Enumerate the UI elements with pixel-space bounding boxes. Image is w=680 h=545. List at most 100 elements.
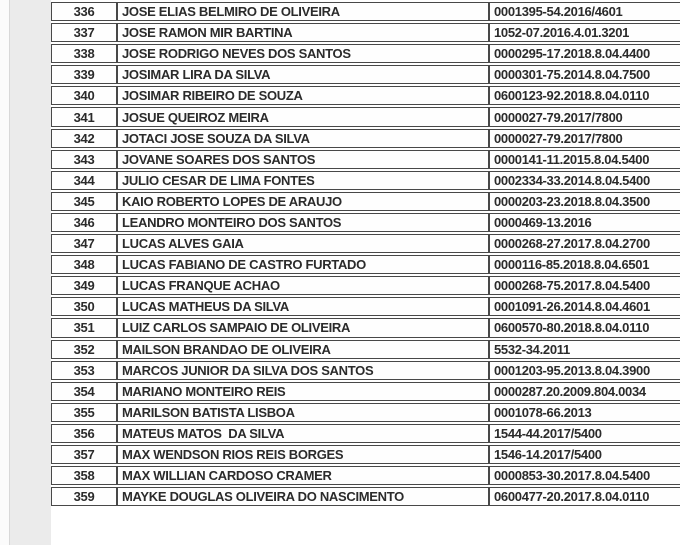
table-row: 351 LUIZ CARLOS SAMPAIO DE OLIVEIRA 060057…	[51, 318, 680, 338]
table-row: 346 LEANDRO MONTEIRO DOS SANTOS 0000469-13…	[51, 212, 680, 233]
table-row: 344 JULIO CESAR DE LIMA FONTES 0002334-33.…	[51, 170, 680, 190]
case-number-cell: 0002334-33.2014.8.04.5400	[489, 170, 680, 190]
case-number-cell: 0001078-66.2013	[489, 402, 680, 422]
case-number-cell: 0000295-17.2018.8.04.4400	[489, 44, 680, 64]
row-number-cell: 339	[51, 65, 117, 85]
case-number-cell: 0000141-11.2015.8.04.5400	[489, 149, 680, 169]
case-number-cell: 0001091-26.2014.8.04.4601	[489, 297, 680, 317]
defendant-name-cell: JOSIMAR RIBEIRO DE SOUZA	[117, 86, 489, 106]
row-number-cell: 345	[51, 191, 117, 211]
table-row: 342 JOTACI JOSE SOUZA DA SILVA 0000027-79.…	[51, 128, 680, 148]
page-margin	[0, 0, 51, 545]
case-number-cell: 0000268-75.2017.8.04.5400	[489, 276, 680, 296]
defendant-name-cell: JOSE ELIAS BELMIRO DE OLIVEIRA	[117, 2, 489, 22]
defendant-name-cell: JOSE RAMON MIR BARTINA	[117, 23, 489, 43]
defendant-name-cell: LEANDRO MONTEIRO DOS SANTOS	[117, 212, 489, 233]
case-number-cell: 0000116-85.2018.8.04.6501	[489, 255, 680, 275]
row-number-cell: 351	[51, 318, 117, 338]
case-list-table: 336 JOSE ELIAS BELMIRO DE OLIVEIRA 0001395…	[51, 0, 680, 508]
case-number-cell: 0000027-79.2017/7800	[489, 107, 680, 127]
case-number-cell: 0600570-80.2018.8.04.0110	[489, 318, 680, 338]
row-number-cell: 356	[51, 423, 117, 443]
table-row: 357 MAX WENDSON RIOS REIS BORGES 1546-14.2…	[51, 444, 680, 465]
defendant-name-cell: JOSE RODRIGO NEVES DOS SANTOS	[117, 44, 489, 64]
row-number-cell: 357	[51, 444, 117, 465]
defendant-name-cell: LUCAS ALVES GAIA	[117, 234, 489, 254]
row-number-cell: 349	[51, 276, 117, 296]
row-number-cell: 359	[51, 487, 117, 507]
row-number-cell: 355	[51, 402, 117, 422]
case-number-cell: 1546-14.2017/5400	[489, 444, 680, 465]
table-row: 345 KAIO ROBERTO LOPES DE ARAUJO 0000203-2…	[51, 191, 680, 211]
case-number-cell: 5532-34.2011	[489, 339, 680, 359]
defendant-name-cell: LUCAS FRANQUE ACHAO	[117, 276, 489, 296]
case-number-cell: 1052-07.2016.4.01.3201	[489, 23, 680, 43]
row-number-cell: 354	[51, 381, 117, 401]
defendant-name-cell: MARIANO MONTEIRO REIS	[117, 381, 489, 401]
table-row: 354 MARIANO MONTEIRO REIS 0000287.20.2009.…	[51, 381, 680, 401]
row-number-cell: 343	[51, 149, 117, 169]
defendant-name-cell: MATEUS MATOS DA SILVA	[117, 423, 489, 443]
defendant-name-cell: JOTACI JOSE SOUZA DA SILVA	[117, 128, 489, 148]
row-number-cell: 353	[51, 360, 117, 380]
case-number-cell: 0000853-30.2017.8.04.5400	[489, 466, 680, 486]
case-number-cell: 0000268-27.2017.8.04.2700	[489, 234, 680, 254]
defendant-name-cell: LUIZ CARLOS SAMPAIO DE OLIVEIRA	[117, 318, 489, 338]
row-number-cell: 352	[51, 339, 117, 359]
defendant-name-cell: MAYKE DOUGLAS OLIVEIRA DO NASCIMENTO	[117, 487, 489, 507]
defendant-name-cell: KAIO ROBERTO LOPES DE ARAUJO	[117, 191, 489, 211]
table-row: 356 MATEUS MATOS DA SILVA 1544-44.2017/540…	[51, 423, 680, 443]
table-row: 338 JOSE RODRIGO NEVES DOS SANTOS 0000295-…	[51, 44, 680, 64]
case-number-cell: 0001203-95.2013.8.04.3900	[489, 360, 680, 380]
defendant-name-cell: JOSIMAR LIRA DA SILVA	[117, 65, 489, 85]
table-row: 358 MAX WILLIAN CARDOSO CRAMER 0000853-30.…	[51, 466, 680, 486]
table-row: 337 JOSE RAMON MIR BARTINA 1052-07.2016.4.…	[51, 23, 680, 43]
row-number-cell: 350	[51, 297, 117, 317]
row-number-cell: 344	[51, 170, 117, 190]
table-row: 349 LUCAS FRANQUE ACHAO 0000268-75.2017.8.…	[51, 276, 680, 296]
defendant-name-cell: MARCOS JUNIOR DA SILVA DOS SANTOS	[117, 360, 489, 380]
page-margin-strip	[0, 0, 10, 545]
case-table-body: 336 JOSE ELIAS BELMIRO DE OLIVEIRA 0001395…	[51, 2, 680, 507]
case-number-cell: 0600123-92.2018.8.04.0110	[489, 86, 680, 106]
defendant-name-cell: LUCAS MATHEUS DA SILVA	[117, 297, 489, 317]
table-row: 355 MARILSON BATISTA LISBOA 0001078-66.201…	[51, 402, 680, 422]
table-row: 343 JOVANE SOARES DOS SANTOS 0000141-11.20…	[51, 149, 680, 169]
row-number-cell: 348	[51, 255, 117, 275]
row-number-cell: 338	[51, 44, 117, 64]
case-number-cell: 0000287.20.2009.804.0034	[489, 381, 680, 401]
table-row: 339 JOSIMAR LIRA DA SILVA 0000301-75.2014.…	[51, 65, 680, 85]
case-number-cell: 0600477-20.2017.8.04.0110	[489, 487, 680, 507]
defendant-name-cell: JOSUE QUEIROZ MEIRA	[117, 107, 489, 127]
table-row: 353 MARCOS JUNIOR DA SILVA DOS SANTOS 0001…	[51, 360, 680, 380]
table-row: 348 LUCAS FABIANO DE CASTRO FURTADO 000011…	[51, 255, 680, 275]
defendant-name-cell: MAX WILLIAN CARDOSO CRAMER	[117, 466, 489, 486]
table-row: 350 LUCAS MATHEUS DA SILVA 0001091-26.2014…	[51, 297, 680, 317]
defendant-name-cell: MAX WENDSON RIOS REIS BORGES	[117, 444, 489, 465]
defendant-name-cell: MARILSON BATISTA LISBOA	[117, 402, 489, 422]
row-number-cell: 340	[51, 86, 117, 106]
table-row: 341 JOSUE QUEIROZ MEIRA 0000027-79.2017/78…	[51, 107, 680, 127]
row-number-cell: 358	[51, 466, 117, 486]
defendant-name-cell: JULIO CESAR DE LIMA FONTES	[117, 170, 489, 190]
row-number-cell: 336	[51, 2, 117, 22]
case-number-cell: 0000301-75.2014.8.04.7500	[489, 65, 680, 85]
case-number-cell: 0000203-23.2018.8.04.3500	[489, 191, 680, 211]
row-number-cell: 337	[51, 23, 117, 43]
table-row: 352 MAILSON BRANDAO DE OLIVEIRA 5532-34.20…	[51, 339, 680, 359]
table-row: 336 JOSE ELIAS BELMIRO DE OLIVEIRA 0001395…	[51, 2, 680, 22]
row-number-cell: 342	[51, 128, 117, 148]
defendant-name-cell: JOVANE SOARES DOS SANTOS	[117, 149, 489, 169]
table-row: 347 LUCAS ALVES GAIA 0000268-27.2017.8.04.…	[51, 234, 680, 254]
case-number-cell: 0000027-79.2017/7800	[489, 128, 680, 148]
row-number-cell: 347	[51, 234, 117, 254]
defendant-name-cell: MAILSON BRANDAO DE OLIVEIRA	[117, 339, 489, 359]
case-number-cell: 1544-44.2017/5400	[489, 423, 680, 443]
case-number-cell: 0001395-54.2016/4601	[489, 2, 680, 22]
table-row: 359 MAYKE DOUGLAS OLIVEIRA DO NASCIMENTO 0…	[51, 487, 680, 507]
row-number-cell: 346	[51, 212, 117, 233]
case-number-cell: 0000469-13.2016	[489, 212, 680, 233]
row-number-cell: 341	[51, 107, 117, 127]
defendant-name-cell: LUCAS FABIANO DE CASTRO FURTADO	[117, 255, 489, 275]
